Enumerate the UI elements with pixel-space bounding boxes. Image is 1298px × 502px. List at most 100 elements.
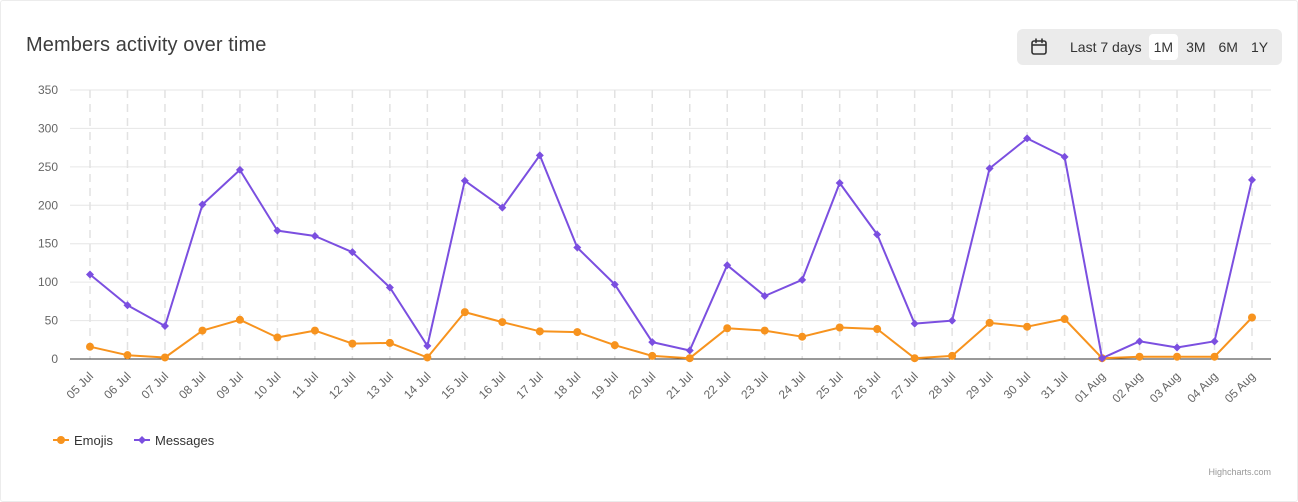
range-option-1m[interactable]: 1M xyxy=(1148,34,1179,60)
x-tick-label: 21 Jul xyxy=(663,369,696,402)
legend-item-emojis[interactable]: Emojis xyxy=(53,433,114,448)
x-tick-label: 20 Jul xyxy=(626,369,659,402)
x-tick-label: 08 Jul xyxy=(176,369,209,402)
data-point-emojis xyxy=(273,333,282,342)
x-tick-label: 11 Jul xyxy=(289,369,321,401)
data-point-emojis xyxy=(798,332,807,341)
x-tick-label: 10 Jul xyxy=(251,369,284,402)
data-point-emojis xyxy=(873,325,882,334)
range-option-6m[interactable]: 6M xyxy=(1218,39,1238,55)
data-point-messages xyxy=(573,243,582,252)
data-point-emojis xyxy=(1023,322,1032,331)
data-point-messages xyxy=(498,203,507,212)
legend-marker xyxy=(138,436,146,444)
date-range-selector: Last 7 days 1M 3M 6M 1Y xyxy=(1017,29,1282,65)
x-tick-label: 22 Jul xyxy=(701,369,734,402)
x-tick-label: 01 Aug xyxy=(1072,369,1108,405)
data-point-messages xyxy=(1135,337,1144,346)
calendar-icon[interactable] xyxy=(1029,37,1049,57)
data-point-emojis xyxy=(1248,313,1256,322)
data-point-messages xyxy=(423,341,432,350)
data-point-emojis xyxy=(910,354,919,363)
data-point-emojis xyxy=(685,354,694,363)
data-point-emojis xyxy=(1210,352,1219,361)
series-line-emojis xyxy=(89,311,1253,360)
data-point-messages xyxy=(1173,343,1182,352)
data-point-messages xyxy=(685,346,694,355)
data-point-emojis xyxy=(610,341,619,350)
x-tick-label: 18 Jul xyxy=(551,369,584,402)
data-point-emojis xyxy=(348,339,357,348)
data-point-messages xyxy=(86,270,94,279)
x-tick-label: 15 Jul xyxy=(438,369,471,402)
y-tick-label: 100 xyxy=(38,275,58,289)
legend-label: Messages xyxy=(155,433,215,448)
data-point-emojis xyxy=(985,318,994,327)
y-tick-label: 200 xyxy=(38,198,58,212)
x-tick-label: 02 Aug xyxy=(1109,369,1145,405)
data-point-messages xyxy=(123,301,132,310)
y-tick-label: 300 xyxy=(38,121,58,135)
data-point-messages xyxy=(1098,354,1107,363)
x-tick-label: 12 Jul xyxy=(326,369,359,402)
x-tick-label: 03 Aug xyxy=(1147,369,1183,405)
data-point-emojis xyxy=(723,324,732,333)
x-tick-label: 26 Jul xyxy=(851,369,884,402)
range-option-last-7-days[interactable]: Last 7 days xyxy=(1070,39,1142,55)
data-point-emojis xyxy=(573,328,582,337)
data-point-emojis xyxy=(385,338,394,347)
legend-item-messages[interactable]: Messages xyxy=(134,433,215,448)
data-point-messages xyxy=(835,178,844,187)
data-point-messages xyxy=(310,232,319,241)
x-tick-label: 19 Jul xyxy=(588,369,621,402)
x-tick-label: 24 Jul xyxy=(776,369,809,402)
x-tick-label: 29 Jul xyxy=(963,369,996,402)
data-point-messages xyxy=(948,316,957,325)
data-point-messages xyxy=(235,165,244,174)
data-point-emojis xyxy=(760,326,769,335)
range-option-3m[interactable]: 3M xyxy=(1186,39,1206,55)
data-point-messages xyxy=(198,200,207,209)
data-point-emojis xyxy=(1135,352,1144,361)
data-point-messages xyxy=(985,164,994,173)
data-point-messages xyxy=(1210,337,1219,346)
y-tick-label: 150 xyxy=(38,237,58,251)
data-point-emojis xyxy=(535,327,544,336)
y-tick-label: 0 xyxy=(51,352,58,366)
series-line-messages xyxy=(89,137,1253,360)
x-tick-label: 05 Jul xyxy=(64,369,97,402)
data-point-emojis xyxy=(198,326,207,335)
data-point-emojis xyxy=(835,323,844,332)
x-tick-label: 05 Aug xyxy=(1222,369,1258,405)
data-point-messages xyxy=(760,291,769,300)
data-point-messages xyxy=(910,319,919,328)
data-point-messages xyxy=(798,275,807,284)
data-point-emojis xyxy=(86,342,94,351)
x-tick-label: 04 Aug xyxy=(1184,369,1220,405)
data-point-emojis xyxy=(310,326,319,335)
data-point-messages xyxy=(1023,134,1032,143)
x-tick-label: 13 Jul xyxy=(363,369,396,402)
data-point-emojis xyxy=(948,351,957,360)
x-tick-label: 07 Jul xyxy=(139,369,172,402)
x-tick-label: 31 Jul xyxy=(1038,369,1071,402)
legend-marker xyxy=(57,436,65,444)
x-tick-label: 30 Jul xyxy=(1001,369,1034,402)
x-tick-label: 09 Jul xyxy=(214,369,247,402)
data-point-messages xyxy=(460,176,469,185)
data-point-messages xyxy=(160,321,169,330)
range-option-1y[interactable]: 1Y xyxy=(1250,39,1269,55)
x-tick-label: 25 Jul xyxy=(813,369,846,402)
data-point-messages xyxy=(648,338,657,347)
data-point-emojis xyxy=(498,318,507,327)
x-tick-label: 27 Jul xyxy=(888,369,921,402)
data-point-messages xyxy=(1248,175,1256,184)
data-point-emojis xyxy=(1173,352,1182,361)
data-point-messages xyxy=(535,151,544,160)
data-point-emojis xyxy=(648,351,657,360)
x-tick-label: 28 Jul xyxy=(926,369,959,402)
data-point-messages xyxy=(1060,152,1069,161)
data-point-messages xyxy=(273,226,282,235)
data-point-messages xyxy=(385,283,394,292)
